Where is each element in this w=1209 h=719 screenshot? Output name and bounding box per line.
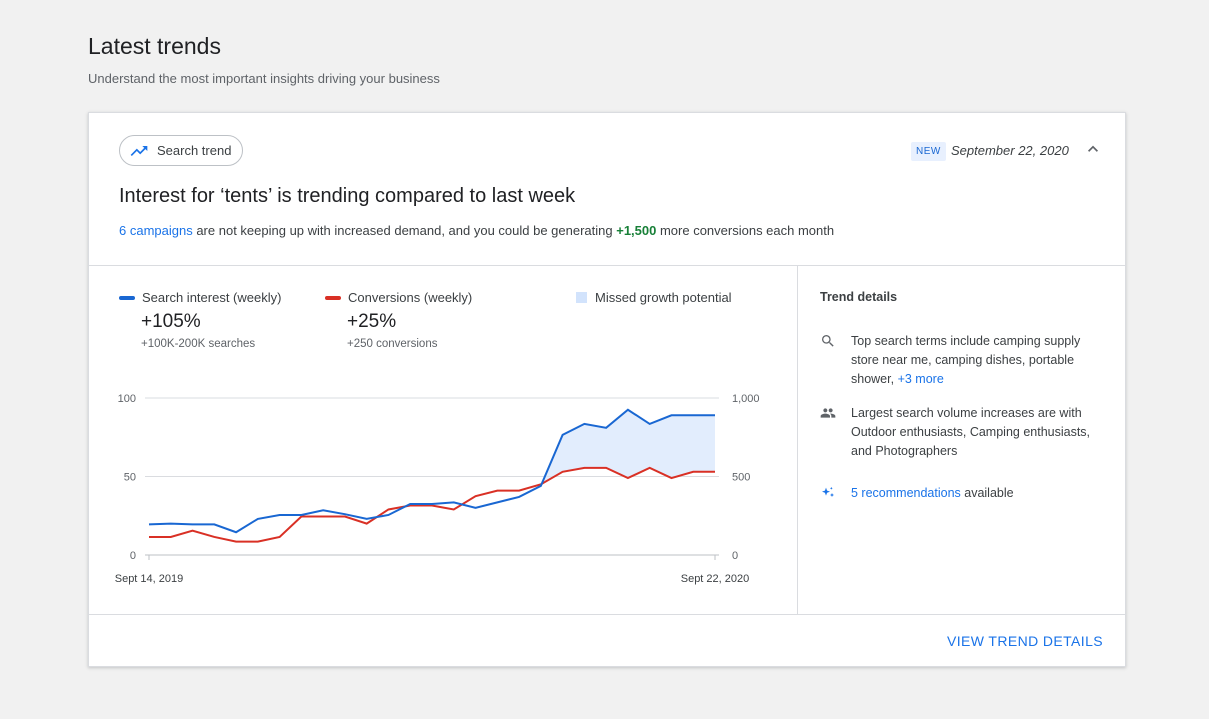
legend-value: +25%	[347, 311, 397, 332]
detail-recommendations: 5 recommendations available	[820, 484, 1091, 503]
right-axis-tick-label: 0	[732, 550, 738, 562]
people-icon	[820, 408, 836, 418]
trend-headline: Interest for ‘tents’ is trending compare…	[119, 185, 576, 207]
trend-date: September 22, 2020	[951, 143, 1069, 158]
legend-sub: +250 conversions	[347, 338, 438, 350]
desc-mid: are not keeping up with increased demand…	[192, 223, 617, 238]
card-header: Search trend NEW September 22, 2020 Inte…	[89, 113, 1125, 266]
legend-search-interest: Search interest (weekly) +105% +100K-200…	[119, 290, 281, 350]
legend-label: Search interest (weekly)	[142, 290, 282, 305]
right-axis-tick-label: 500	[732, 472, 750, 484]
missed-growth-area	[540, 409, 715, 486]
search-icon	[822, 335, 834, 347]
details-title: Trend details	[820, 290, 898, 304]
left-axis-tick-label: 0	[130, 550, 136, 562]
trend-card: Search trend NEW September 22, 2020 Inte…	[88, 112, 1126, 667]
detail-text: Top search terms include camping supply …	[851, 334, 1081, 386]
legend-label: Missed growth potential	[595, 290, 732, 305]
trending-up-icon	[130, 145, 148, 156]
trend-chart: 0 50 100 0 500 1,000 Sept 14, 2019 Sept 22, 202…	[115, 393, 760, 585]
right-axis-tick-label: 1,000	[732, 393, 760, 405]
legend-missed-growth: Missed growth potential	[576, 290, 732, 305]
conversions-line	[149, 466, 715, 543]
page-subtitle: Understand the most important insights d…	[88, 71, 440, 86]
conversions-highlight: +1,500	[616, 223, 657, 238]
page-title: Latest trends	[88, 33, 221, 59]
search-trend-chip[interactable]: Search trend	[119, 135, 243, 166]
campaigns-link[interactable]: 6 campaigns	[119, 223, 193, 238]
legend-value: +105%	[141, 311, 201, 332]
legend-swatch-blue	[119, 295, 135, 300]
chip-label: Search trend	[157, 143, 232, 158]
trend-description: 6 campaigns are not keeping up with incr…	[119, 223, 834, 238]
view-trend-details-button[interactable]: VIEW TREND DETAILS	[946, 633, 1103, 649]
x-axis-start-label: Sept 14, 2019	[115, 573, 184, 585]
recommendations-link[interactable]: 5 recommendations	[851, 486, 961, 500]
left-axis-tick-label: 100	[118, 393, 136, 405]
detail-search-terms: Top search terms include camping supply …	[820, 332, 1091, 389]
desc-end: more conversions each month	[656, 223, 835, 238]
new-badge: NEW	[911, 142, 946, 161]
trend-details-panel: Trend details Top search terms include c…	[799, 266, 1126, 614]
detail-text: Largest search volume increases are with…	[851, 406, 1091, 458]
chevron-up-icon[interactable]	[1083, 139, 1103, 159]
legend-label: Conversions (weekly)	[348, 290, 473, 305]
card-footer: VIEW TREND DETAILS	[89, 614, 1125, 668]
search-interest-line	[148, 408, 715, 534]
detail-text: available	[960, 486, 1014, 500]
legend-sub: +100K-200K searches	[141, 338, 256, 350]
chart-area: 0 50 100 0 500 1,000 Sept 14, 2019 Sept 22, 202…	[89, 266, 798, 614]
more-terms-link[interactable]: +3 more	[897, 372, 944, 386]
legend-conversions: Conversions (weekly) +25% +250 conversio…	[325, 290, 472, 350]
left-axis-tick-label: 50	[124, 472, 136, 484]
detail-audiences: Largest search volume increases are with…	[820, 404, 1091, 461]
sparkle-icon	[822, 487, 834, 497]
x-axis-end-label: Sept 22, 2020	[681, 573, 750, 585]
legend-swatch-red	[325, 295, 341, 300]
legend-swatch-fill	[576, 292, 587, 303]
